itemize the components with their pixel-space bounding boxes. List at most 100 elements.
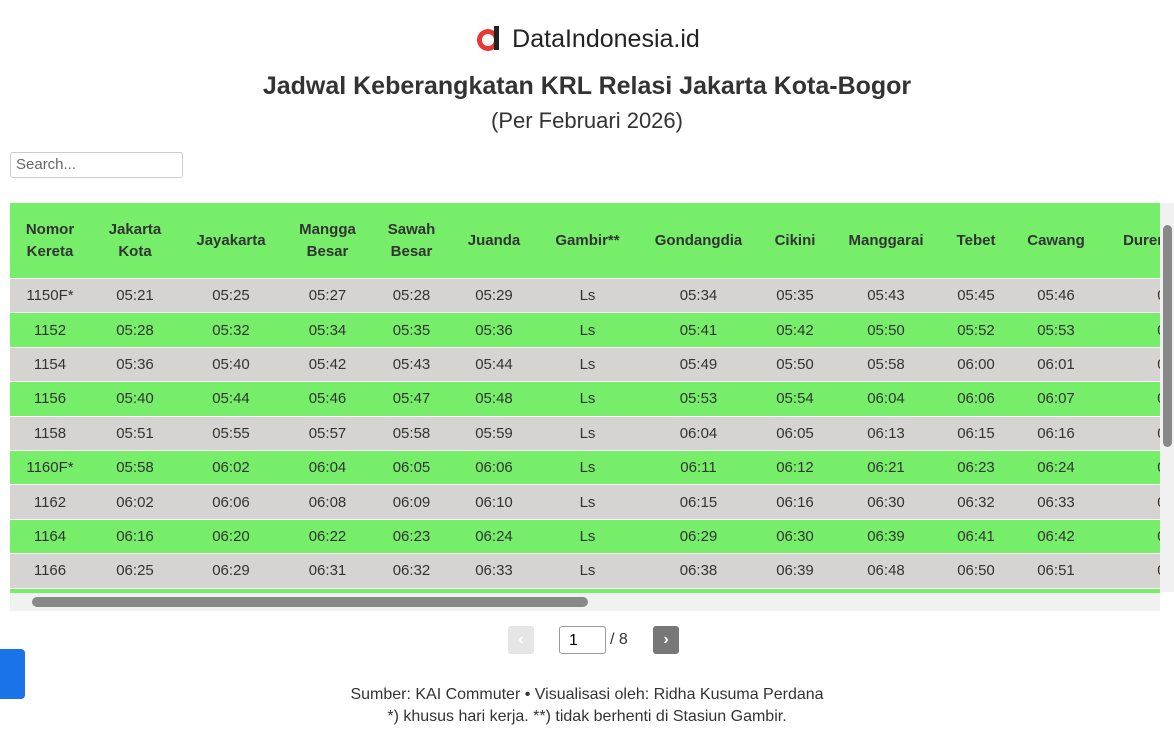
table-cell: 05:40 [90, 381, 180, 417]
table-row: 1154 05:36 05:40 05:42 05:43 05:44 Ls 05:49 05:5… [10, 346, 1160, 382]
table-cell: 06:08 [282, 484, 373, 520]
table-cell: 06:52 [830, 587, 942, 593]
column-header[interactable]: Nomor Kereta [10, 203, 90, 279]
table-cell: 06:53 [1102, 553, 1160, 589]
table-cell: 06:06 [942, 381, 1010, 417]
next-button[interactable]: › [653, 626, 679, 654]
table-cell: 06:05 [760, 415, 830, 451]
column-header[interactable]: Manggarai [830, 203, 942, 279]
table-cell: 06:43 [760, 587, 830, 593]
table-cell: 1150F* [10, 277, 90, 313]
scroll-thumb[interactable] [32, 597, 588, 607]
column-header[interactable]: Sawah Besar [373, 203, 450, 279]
table-cell: 06:11 [637, 449, 760, 485]
column-header[interactable]: Mangga Besar [282, 203, 373, 279]
table-row: 1156 05:40 05:44 05:46 05:47 05:48 Ls 05:53 05:5… [10, 381, 1160, 417]
table-cell: 05:53 [1010, 312, 1102, 348]
table-cell: 06:42 [637, 587, 760, 593]
column-header[interactable]: Tebet [942, 203, 1010, 279]
table-cell: Ls [538, 553, 637, 589]
table-cell: 06:15 [637, 484, 760, 520]
table-cell: 05:29 [450, 277, 538, 313]
column-header[interactable]: Jakarta Kota [90, 203, 180, 279]
table-cell: Ls [538, 277, 637, 313]
column-header[interactable]: Cikini [760, 203, 830, 279]
table-cell: 06:06 [180, 484, 282, 520]
table-cell: 05:54 [760, 381, 830, 417]
search-input[interactable]: Search... [10, 152, 183, 178]
table-cell: 06:29 [637, 518, 760, 554]
table-cell: 05:28 [373, 277, 450, 313]
table-cell: 05:53 [637, 381, 760, 417]
column-header[interactable]: Juanda [450, 203, 538, 279]
table-cell: 05:41 [637, 312, 760, 348]
column-header[interactable]: Duren Kalibata [1102, 203, 1160, 279]
table-cell: 06:50 [942, 553, 1010, 589]
table-cell: 06:55 [1010, 587, 1102, 593]
scroll-thumb[interactable] [1163, 225, 1172, 447]
column-header[interactable]: Cawang [1010, 203, 1102, 279]
table-cell: 06:04 [830, 381, 942, 417]
table-cell: 06:23 [942, 449, 1010, 485]
vertical-scrollbar[interactable] [1160, 203, 1174, 592]
table-cell: 05:28 [90, 312, 180, 348]
table-cell: 06:05 [373, 449, 450, 485]
table-cell: 06:02 [180, 449, 282, 485]
table-cell: 05:42 [282, 346, 373, 382]
table-cell: 06:10 [450, 484, 538, 520]
logo: DataIndonesia.id [0, 24, 1174, 54]
table-cell: 05:32 [180, 312, 282, 348]
table-cell: 06:42 [1010, 518, 1102, 554]
table-cell: 05:48 [1102, 277, 1160, 313]
table-cell: 06:16 [90, 518, 180, 554]
table-cell: 06:32 [942, 484, 1010, 520]
table-cell: 06:44 [1102, 518, 1160, 554]
table-cell: Ls [538, 587, 637, 593]
table-cell: 06:25 [90, 553, 180, 589]
table-cell: 06:16 [760, 484, 830, 520]
table-cell: 06:30 [830, 484, 942, 520]
column-header[interactable]: Gambir** [538, 203, 637, 279]
table-cell: 05:51 [90, 415, 180, 451]
table-cell: 05:58 [90, 449, 180, 485]
table-cell: 05:25 [180, 277, 282, 313]
page-input[interactable]: 1 [559, 626, 606, 654]
table-cell: 06:29 [90, 587, 180, 593]
horizontal-scrollbar[interactable] [10, 593, 1160, 611]
column-header[interactable]: Gondangdia [637, 203, 760, 279]
table-cell: 1162 [10, 484, 90, 520]
table-cell: Ls [538, 381, 637, 417]
table-cell: 06:22 [282, 518, 373, 554]
table-cell: 06:38 [637, 553, 760, 589]
table-cell: 06:12 [760, 449, 830, 485]
table-cell: 06:57 [1102, 587, 1160, 593]
column-header[interactable]: Jayakarta [180, 203, 282, 279]
table-cell: 06:16 [1010, 415, 1102, 451]
table-cell: 1160F* [10, 449, 90, 485]
table-cell: 06:35 [1102, 484, 1160, 520]
table-row: 1160F* 05:58 06:02 06:04 06:05 06:06 Ls 06:11 06… [10, 449, 1160, 485]
table-cell: 05:36 [450, 312, 538, 348]
table-cell: 05:52 [942, 312, 1010, 348]
table-row: 1166 06:25 06:29 06:31 06:32 06:33 Ls 06:38 06:3… [10, 553, 1160, 589]
prev-button[interactable]: ‹ [508, 626, 534, 654]
table-cell: 06:51 [1010, 553, 1102, 589]
table-cell: 1152 [10, 312, 90, 348]
table-cell: 05:58 [373, 415, 450, 451]
table-row: 1162 06:02 06:06 06:08 06:09 06:10 Ls 06:15 06:1… [10, 484, 1160, 520]
table-cell: 06:20 [180, 518, 282, 554]
floating-button[interactable] [0, 649, 25, 699]
table-cell: 06:13 [830, 415, 942, 451]
table-cell: 05:55 [180, 415, 282, 451]
table-cell: 05:34 [637, 277, 760, 313]
table-header: Nomor Kereta Jakarta Kota Jayakarta Mangga … [10, 203, 1160, 279]
table-cell: 1164 [10, 518, 90, 554]
table-cell: 1154 [10, 346, 90, 382]
table-cell: 06:24 [450, 518, 538, 554]
table-cell: 06:03 [1102, 346, 1160, 382]
subtitle: (Per Februari 2026) [491, 108, 683, 133]
table-cell: 06:04 [282, 449, 373, 485]
table-cell: 05:27 [282, 277, 373, 313]
table-cell: 06:32 [373, 553, 450, 589]
